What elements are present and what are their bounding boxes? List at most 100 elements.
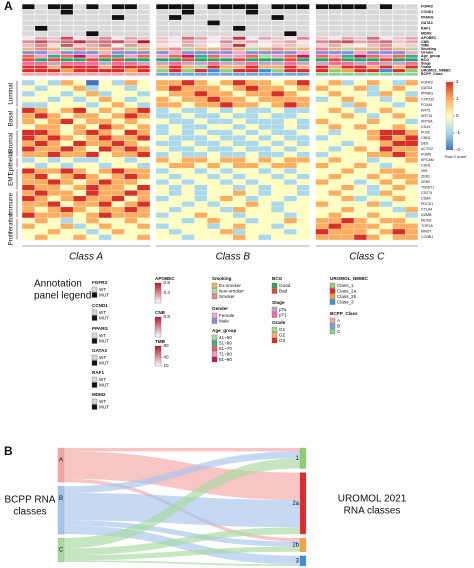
heatmap-cell <box>34 229 48 235</box>
annotation-cell <box>137 4 150 10</box>
heatmap-cell <box>181 184 195 191</box>
heatmap-cell <box>245 190 259 196</box>
heatmap-cell <box>354 96 367 102</box>
sankey-target-label: 2b <box>292 542 299 548</box>
annotation-cell <box>35 47 48 51</box>
annotation-cell <box>111 4 125 10</box>
annotation-cell <box>220 51 233 55</box>
heatmap-cell <box>207 201 220 207</box>
heatmap-cell <box>220 173 233 180</box>
annotation-cell <box>392 40 405 44</box>
heatmap-cell <box>181 107 195 113</box>
heatmap-cell <box>60 201 74 207</box>
heatmap-cell <box>284 80 297 86</box>
annotation-cell <box>233 36 246 40</box>
annotation-cell <box>73 51 86 55</box>
annotation-cell <box>354 31 367 37</box>
heatmap-cell <box>354 168 367 174</box>
heatmap-cell <box>168 113 182 119</box>
heatmap-cell <box>86 162 99 169</box>
annotation-cell <box>379 40 393 44</box>
annotation-cell <box>220 9 233 15</box>
heatmap-cell <box>354 118 367 124</box>
heatmap-cell <box>232 118 246 124</box>
heatmap-cell <box>354 223 367 229</box>
heatmap-cell <box>315 85 329 91</box>
sankey-target-node <box>299 555 307 567</box>
heatmap-cell <box>194 140 208 147</box>
annotation-cell <box>124 51 137 55</box>
heatmap-cell <box>220 223 233 229</box>
heatmap-cell <box>258 201 272 207</box>
heatmap-cell <box>341 102 354 108</box>
heatmap-cell <box>232 201 246 207</box>
annotation-cell <box>22 25 35 31</box>
annotation-cell <box>207 4 220 10</box>
heatmap-cell <box>245 207 259 213</box>
heatmap-cell <box>22 173 35 180</box>
heatmap-cell <box>181 135 195 141</box>
heatmap-cell <box>73 173 86 180</box>
annotation-cell <box>60 15 73 20</box>
heatmap-cell <box>296 223 310 229</box>
heatmap-cell <box>207 129 220 136</box>
annotation-cell <box>392 36 405 40</box>
heatmap-cell <box>60 157 74 163</box>
annotation-cell <box>207 58 220 62</box>
heatmap-cell <box>379 157 393 163</box>
heatmap-cell <box>194 107 208 113</box>
annotation-cell <box>73 15 86 20</box>
annotation-cell <box>73 9 86 15</box>
heatmap-cell <box>284 124 297 130</box>
heatmap-cell <box>47 113 61 119</box>
heatmap-cell <box>98 207 112 213</box>
annotation-cell <box>207 40 220 44</box>
heatmap-cell <box>111 118 125 124</box>
annotation-cell <box>379 20 393 26</box>
heatmap-cell <box>168 212 182 218</box>
annotation-cell <box>86 54 99 58</box>
heatmap-cell <box>22 102 35 108</box>
annotation-cell <box>258 9 271 15</box>
legend-heading: Age_group <box>212 328 236 333</box>
heatmap-cell <box>220 218 233 224</box>
heatmap-cell <box>73 135 86 141</box>
annotation-cell <box>405 47 418 51</box>
annotation-cell <box>233 25 246 31</box>
heatmap-cell <box>124 107 138 113</box>
heatmap-cell <box>284 157 297 163</box>
annotation-cell <box>207 61 220 65</box>
annotation-cell <box>73 40 86 44</box>
annotation-cell <box>207 72 220 76</box>
annotation-cell <box>137 15 150 20</box>
annotation-cell <box>392 72 405 76</box>
annotation-cell <box>258 47 271 51</box>
heatmap-cell <box>341 124 354 130</box>
heatmap-cell <box>207 157 220 163</box>
heatmap-cell <box>354 135 367 141</box>
heatmap-cell <box>232 173 246 180</box>
heatmap-cell <box>60 173 74 180</box>
heatmap-cell <box>341 135 354 141</box>
annotation-cell <box>35 69 48 73</box>
heatmap-cell <box>137 96 150 102</box>
annotation-cell <box>73 36 86 40</box>
annotation-cell <box>379 72 393 76</box>
heatmap-cell <box>111 168 125 174</box>
heatmap-cell <box>47 118 61 124</box>
gene-label: ZEB1 <box>421 175 430 179</box>
heatmap-cell <box>245 168 259 174</box>
heatmap-cell <box>168 96 182 102</box>
heatmap-cell <box>245 162 259 169</box>
annotation-cell <box>284 61 297 65</box>
heatmap-cell <box>405 207 418 213</box>
heatmap-cell <box>156 179 169 185</box>
heatmap-cell <box>341 218 354 224</box>
heatmap-cell <box>73 212 86 218</box>
heatmap-cell <box>124 80 138 86</box>
heatmap-cell <box>284 140 297 147</box>
annotation-cell <box>60 20 73 26</box>
heatmap-cell <box>328 201 342 207</box>
annotation-cell <box>271 65 284 69</box>
annotation-cell <box>169 4 182 10</box>
